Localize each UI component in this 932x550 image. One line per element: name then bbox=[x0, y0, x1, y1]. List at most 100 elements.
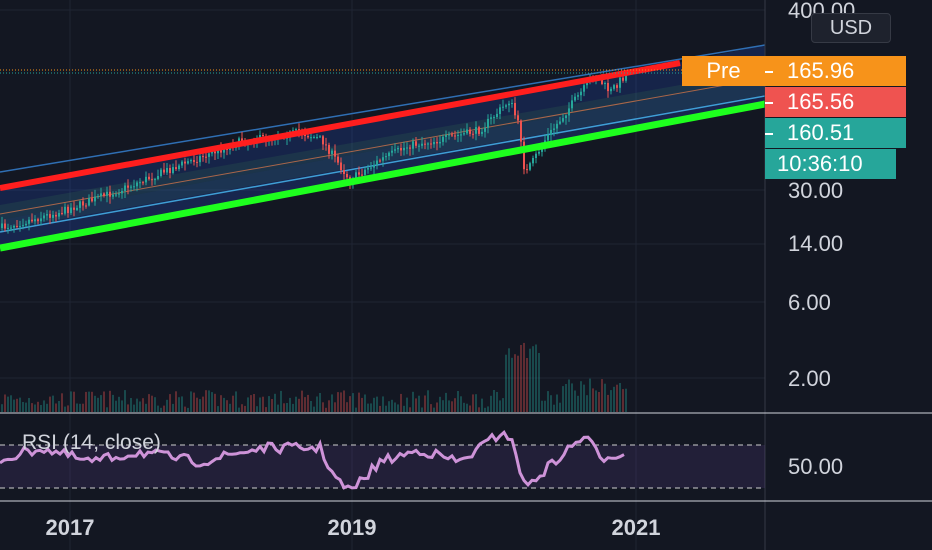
candle-body bbox=[208, 153, 210, 157]
volume-bar bbox=[496, 392, 498, 412]
price-tick-mark bbox=[765, 102, 773, 104]
candle-body bbox=[613, 85, 615, 89]
volume-bar bbox=[382, 396, 384, 412]
candle-body bbox=[295, 129, 297, 131]
volume-bar bbox=[58, 401, 60, 412]
volume-bar bbox=[430, 404, 432, 412]
volume-bar bbox=[370, 403, 372, 412]
volume-bar bbox=[328, 400, 330, 412]
candle-body bbox=[184, 161, 186, 164]
volume-bar bbox=[37, 401, 39, 412]
candle-body bbox=[163, 169, 165, 173]
volume-bar bbox=[31, 403, 33, 412]
rsi-label: RSI (14, close) bbox=[22, 431, 161, 454]
volume-bar bbox=[292, 403, 294, 412]
candle-body bbox=[52, 214, 54, 218]
candle-body bbox=[400, 148, 402, 151]
volume-bar bbox=[61, 393, 63, 412]
candle-body bbox=[22, 225, 24, 227]
volume-bar bbox=[172, 403, 174, 412]
candle-body bbox=[475, 127, 477, 134]
candle-body bbox=[127, 185, 129, 188]
candle-body bbox=[202, 156, 204, 158]
volume-bar bbox=[85, 391, 87, 412]
candle-body bbox=[76, 207, 78, 210]
volume-bar bbox=[97, 397, 99, 412]
volume-bar bbox=[439, 396, 441, 412]
volume-bar bbox=[256, 406, 258, 412]
volume-bar bbox=[562, 386, 564, 412]
volume-bar bbox=[295, 396, 297, 412]
volume-bar bbox=[595, 390, 597, 412]
candle-body bbox=[412, 141, 414, 149]
upper-trendline[interactable] bbox=[0, 60, 681, 191]
volume-bar bbox=[616, 384, 618, 412]
candle-body bbox=[214, 151, 216, 154]
candle-body bbox=[37, 219, 39, 222]
candle-body bbox=[397, 148, 399, 150]
candle-body bbox=[625, 74, 627, 81]
candle-body bbox=[469, 129, 471, 134]
candle-body bbox=[97, 196, 99, 198]
x-axis[interactable]: 2017 2019 2021 bbox=[46, 515, 661, 540]
volume-bar bbox=[574, 390, 576, 412]
candle-body bbox=[46, 214, 48, 216]
volume-bar bbox=[418, 395, 420, 412]
volume-bar bbox=[367, 403, 369, 412]
volume-bar bbox=[331, 394, 333, 412]
volume-bar bbox=[82, 403, 84, 412]
candle-body bbox=[151, 179, 153, 181]
candle-body bbox=[499, 107, 501, 114]
volume-bar bbox=[400, 393, 402, 412]
volume-bar bbox=[7, 396, 9, 412]
candle-body bbox=[448, 134, 450, 136]
rsi-tick-label: 50.00 bbox=[788, 454, 843, 479]
volume-bar bbox=[280, 390, 282, 412]
volume-bar bbox=[283, 403, 285, 412]
candle-body bbox=[394, 149, 396, 151]
candle-body bbox=[130, 186, 132, 188]
volume-bar bbox=[1, 404, 3, 412]
volume-bar bbox=[115, 400, 117, 412]
volume-bar bbox=[412, 391, 414, 412]
volume-bar bbox=[514, 354, 516, 412]
candle-body bbox=[604, 83, 606, 84]
candle-body bbox=[181, 161, 183, 166]
candle-body bbox=[547, 134, 549, 141]
last-price-label: 165.56 bbox=[765, 87, 906, 117]
candle-body bbox=[292, 130, 294, 132]
candlestick-series bbox=[1, 71, 627, 234]
rsi-line[interactable] bbox=[0, 429, 625, 490]
candle-body bbox=[568, 108, 570, 116]
candle-body bbox=[460, 134, 462, 136]
volume-bar bbox=[301, 390, 303, 412]
candle-body bbox=[310, 137, 312, 139]
lower-trendline[interactable] bbox=[0, 100, 766, 252]
volume-bar bbox=[553, 404, 555, 412]
candle-body bbox=[457, 135, 459, 136]
volume-bar bbox=[388, 401, 390, 412]
candle-body bbox=[373, 164, 375, 168]
candle-body bbox=[88, 198, 90, 206]
volume-bar bbox=[202, 396, 204, 412]
volume-bar bbox=[25, 402, 27, 412]
volume-bar bbox=[490, 395, 492, 412]
candle-body bbox=[493, 117, 495, 119]
volume-bar bbox=[160, 407, 162, 412]
volume-bar bbox=[163, 405, 165, 412]
volume-bar bbox=[232, 395, 234, 412]
currency-button[interactable]: USD bbox=[811, 13, 891, 43]
candle-body bbox=[517, 115, 519, 121]
volume-bar bbox=[157, 405, 159, 412]
candle-body bbox=[343, 170, 345, 174]
candle-body bbox=[79, 201, 81, 208]
volume-bar bbox=[451, 401, 453, 412]
candle-body bbox=[334, 150, 336, 157]
candle-body bbox=[124, 185, 126, 191]
volume-bar bbox=[517, 355, 519, 412]
candle-body bbox=[190, 160, 192, 162]
candle-body bbox=[13, 225, 15, 228]
volume-bar bbox=[598, 392, 600, 412]
volume-bar bbox=[592, 388, 594, 412]
